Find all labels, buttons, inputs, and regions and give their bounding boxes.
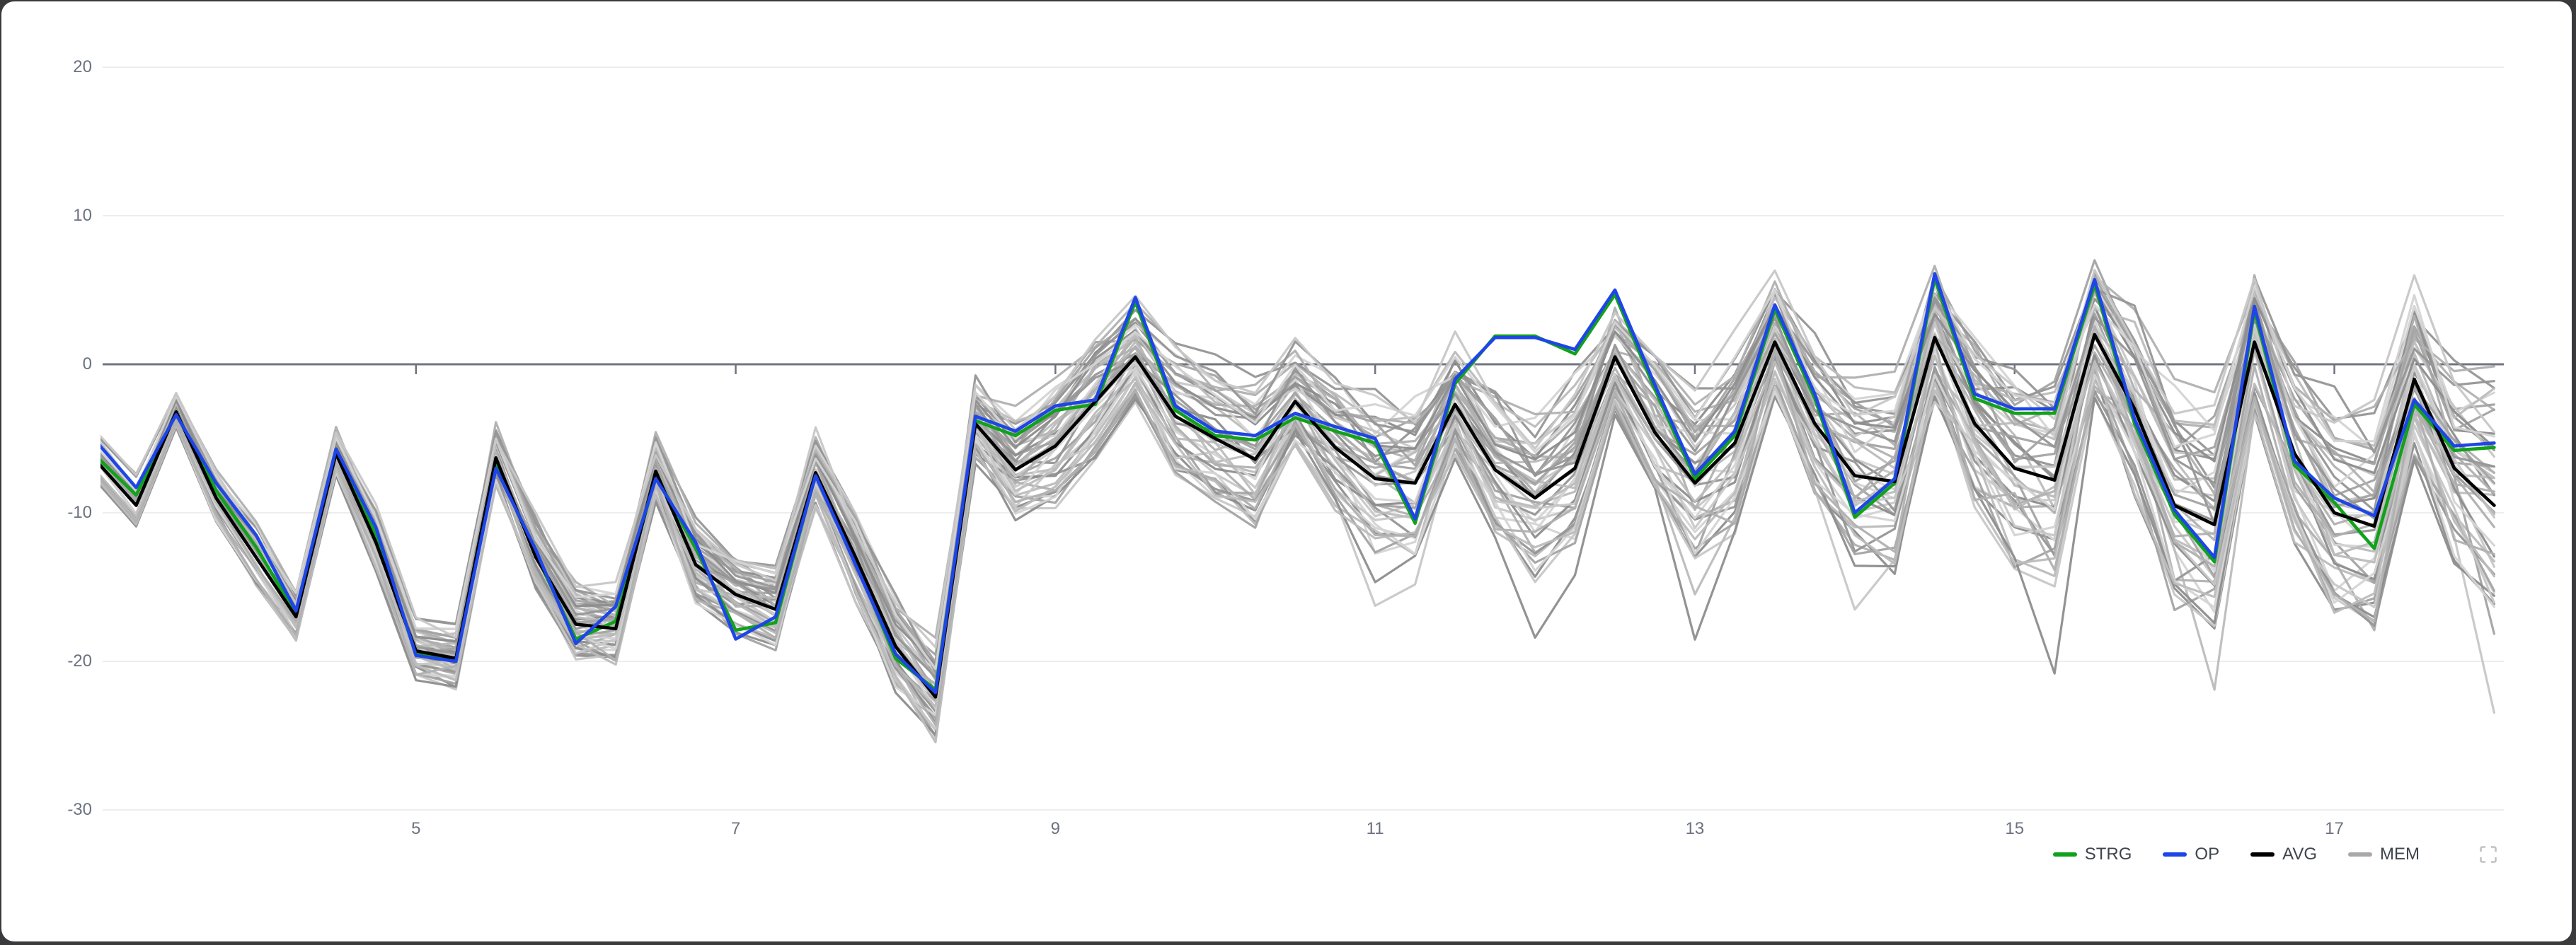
legend-swatch xyxy=(2348,852,2372,857)
legend-item-mem[interactable]: MEM xyxy=(2348,844,2420,865)
y-axis-label: -10 xyxy=(67,503,92,522)
legend-label: OP xyxy=(2195,845,2220,864)
ensemble-member-line xyxy=(100,269,2495,649)
ensemble-member-line xyxy=(100,282,2495,671)
op-line xyxy=(100,272,2496,695)
ensemble-member-line xyxy=(100,370,2495,717)
legend-item-avg[interactable]: AVG xyxy=(2250,844,2317,865)
fullscreen-button[interactable] xyxy=(2478,844,2499,865)
ensemble-member-line xyxy=(100,259,2495,656)
legend-item-strg[interactable]: STRG xyxy=(2052,844,2132,865)
legend-label: MEM xyxy=(2380,845,2420,864)
x-axis-label: 11 xyxy=(1366,819,1384,838)
avg-line xyxy=(100,332,2496,699)
y-axis-label: 0 xyxy=(82,354,92,373)
legend-swatch xyxy=(2052,852,2077,857)
x-axis-label: 15 xyxy=(2005,819,2025,838)
legend-item-op[interactable]: OP xyxy=(2163,844,2219,865)
y-axis-label: -30 xyxy=(67,800,92,819)
legend-swatch xyxy=(2163,852,2187,857)
legend-items: STRG OP AVG MEM xyxy=(2052,844,2420,865)
x-axis-label: 5 xyxy=(411,819,421,838)
x-axis-label: 13 xyxy=(1685,819,1705,838)
x-axis-label: 7 xyxy=(730,819,741,838)
y-axis-label: -20 xyxy=(67,651,92,671)
legend-swatch xyxy=(2250,852,2275,857)
y-axis-label: 20 xyxy=(73,57,92,76)
fullscreen-icon xyxy=(2480,846,2497,863)
legend-label: AVG xyxy=(2282,845,2317,864)
legend: STRG OP AVG MEM xyxy=(2052,844,2499,865)
y-axis-label: 10 xyxy=(73,206,92,225)
x-axis-label: 17 xyxy=(2325,819,2344,838)
ensemble-member-line xyxy=(100,363,2495,743)
x-axis-label: 9 xyxy=(1050,819,1061,838)
legend-label: STRG xyxy=(2084,845,2132,864)
